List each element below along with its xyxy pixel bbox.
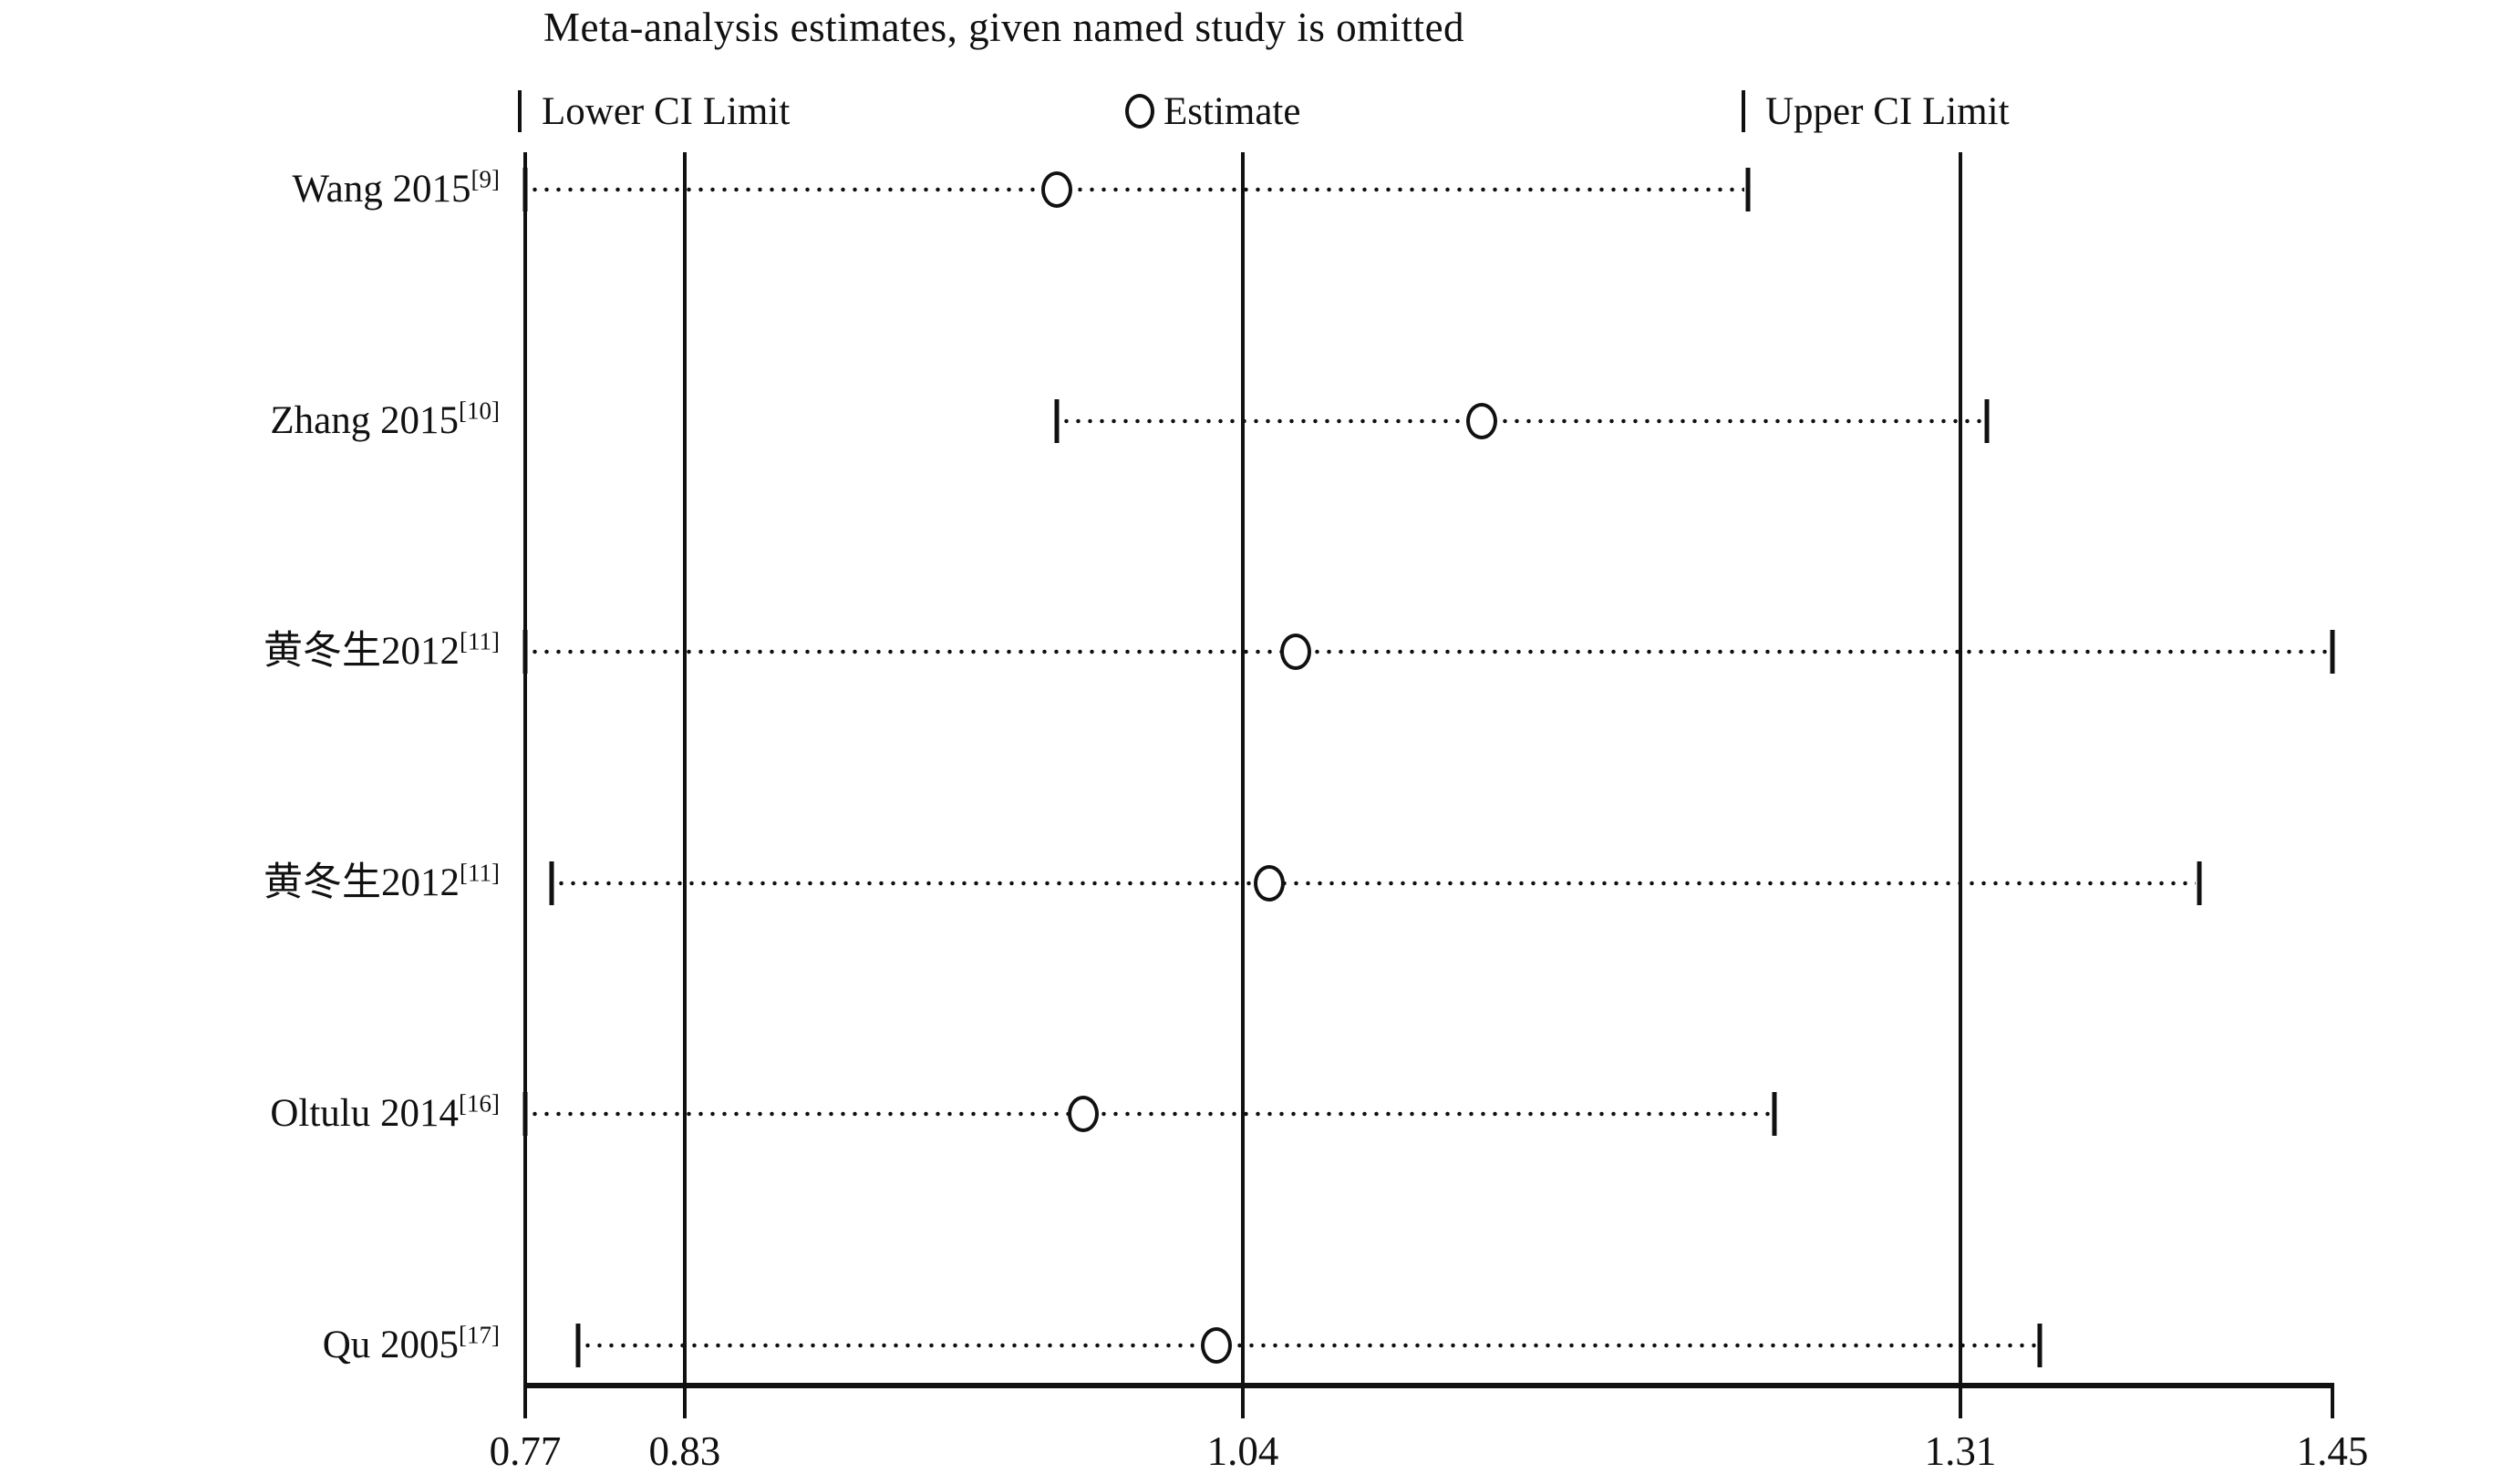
study-label: Oltulu 2014[16] [108, 1090, 500, 1138]
study-label: Qu 2005[17] [108, 1322, 500, 1369]
estimate-marker [1200, 1327, 1232, 1364]
study-reference-number: [11] [460, 627, 500, 655]
study-reference-number: [11] [460, 859, 500, 887]
study-name: Zhang 2015 [270, 398, 460, 442]
study-reference-number: [16] [459, 1090, 500, 1118]
study-name: 黄冬生2012 [264, 630, 460, 674]
legend-estimate-label: Estimate [1163, 89, 1301, 133]
lower-ci-tick [1054, 398, 1060, 443]
lower-ci-tick [522, 168, 528, 211]
study-reference-number: [17] [459, 1321, 500, 1349]
x-axis-tick-label: 0.77 [489, 1428, 562, 1474]
ci-dotted-line [529, 649, 2329, 654]
x-axis-tick [682, 1386, 687, 1418]
estimate-marker [1254, 864, 1286, 902]
upper-ci-tick [1745, 168, 1751, 211]
legend-item-upper-ci: Upper CI Limit [1742, 86, 2010, 137]
lower-ci-tick [549, 861, 554, 905]
ci-dotted-line [582, 1343, 2037, 1348]
x-axis-tick [1240, 1386, 1245, 1418]
ci-dotted-line [555, 881, 2197, 886]
x-axis-tick [1958, 1386, 1962, 1418]
upper-ci-tick [2330, 630, 2335, 675]
x-axis-tick-label: 1.31 [1924, 1428, 1997, 1474]
x-axis-tick [2331, 1386, 2334, 1418]
upper-ci-tick-icon [1742, 90, 1745, 132]
x-axis-tick-label: 0.83 [648, 1428, 721, 1474]
reference-line [1958, 152, 1962, 1386]
x-axis-tick-label: 1.45 [2296, 1428, 2369, 1474]
chart-title: Meta-analysis estimates, given named stu… [543, 5, 1465, 50]
legend-item-lower-ci: Lower CI Limit [518, 86, 790, 137]
upper-ci-tick [2037, 1324, 2042, 1367]
study-name: Wang 2015 [292, 168, 471, 211]
upper-ci-tick [2197, 861, 2202, 905]
ci-dotted-line [1060, 418, 1984, 424]
legend-upper-ci-label: Upper CI Limit [1765, 89, 2010, 133]
lower-ci-tick [575, 1324, 581, 1367]
study-label: Zhang 2015[10] [108, 397, 500, 445]
study-name: Oltulu 2014 [270, 1092, 460, 1136]
upper-ci-tick [1772, 1092, 1777, 1137]
upper-ci-tick [1984, 398, 1990, 443]
study-label: 黄冬生2012[11] [108, 860, 500, 907]
plot-left-boundary-line [523, 152, 527, 1386]
study-label: Wang 2015[9] [108, 166, 500, 213]
ci-dotted-line [529, 1111, 1771, 1117]
study-name: 黄冬生2012 [264, 861, 460, 904]
estimate-marker [1040, 171, 1072, 208]
reference-line [1240, 152, 1245, 1386]
ci-dotted-line [529, 187, 1744, 192]
lower-ci-tick [522, 1092, 528, 1137]
legend-item-estimate: Estimate [1125, 86, 1300, 137]
estimate-marker [1068, 1096, 1100, 1133]
study-label: 黄冬生2012[11] [108, 628, 500, 675]
study-name: Qu 2005 [322, 1324, 460, 1366]
reference-line [682, 152, 687, 1386]
x-axis-tick [523, 1386, 527, 1418]
x-axis-tick-label: 1.04 [1206, 1428, 1279, 1474]
estimate-marker [1280, 634, 1312, 671]
study-reference-number: [10] [459, 397, 500, 425]
estimate-marker [1466, 402, 1498, 439]
legend-lower-ci-label: Lower CI Limit [542, 89, 791, 133]
study-reference-number: [9] [471, 165, 500, 193]
lower-ci-tick-icon [518, 90, 522, 132]
x-axis-line [523, 1383, 2334, 1388]
estimate-circle-icon [1125, 94, 1154, 129]
lower-ci-tick [522, 630, 528, 675]
